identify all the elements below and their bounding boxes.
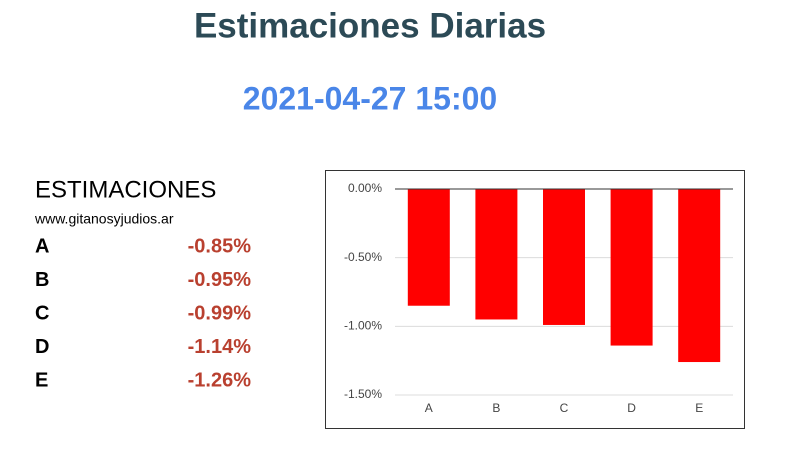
- x-tick-label: C: [560, 401, 569, 415]
- bar: [678, 189, 721, 363]
- row-value: -0.95%: [188, 269, 252, 291]
- bar: [407, 189, 450, 306]
- panel-heading: ESTIMACIONES: [35, 176, 216, 203]
- row-value: -1.26%: [188, 369, 252, 391]
- row-value: -1.14%: [188, 336, 252, 358]
- bar: [610, 189, 653, 346]
- y-tick-label: 0.00%: [348, 181, 382, 195]
- x-tick-label: E: [695, 401, 703, 415]
- y-tick-label: -0.50%: [344, 250, 382, 264]
- bar: [475, 189, 518, 320]
- row-label: C: [35, 302, 49, 324]
- y-tick-label: -1.50%: [344, 387, 382, 401]
- row-label: D: [35, 336, 49, 358]
- row-label: B: [35, 269, 49, 291]
- x-tick-label: A: [425, 401, 433, 415]
- row-label: E: [35, 369, 48, 391]
- row-value: -0.85%: [188, 235, 252, 257]
- bar: [543, 189, 585, 325]
- x-tick-label: D: [627, 401, 636, 415]
- chart-frame: [325, 170, 745, 429]
- datetime: 2021-04-27 15:00: [243, 80, 497, 116]
- source: www.gitanosyjudios.ar: [34, 211, 174, 227]
- y-tick-label: -1.00%: [344, 319, 382, 333]
- row-value: -0.99%: [188, 302, 252, 324]
- row-label: A: [35, 235, 49, 257]
- x-tick-label: B: [492, 401, 500, 415]
- page-title: Estimaciones Diarias: [194, 6, 546, 45]
